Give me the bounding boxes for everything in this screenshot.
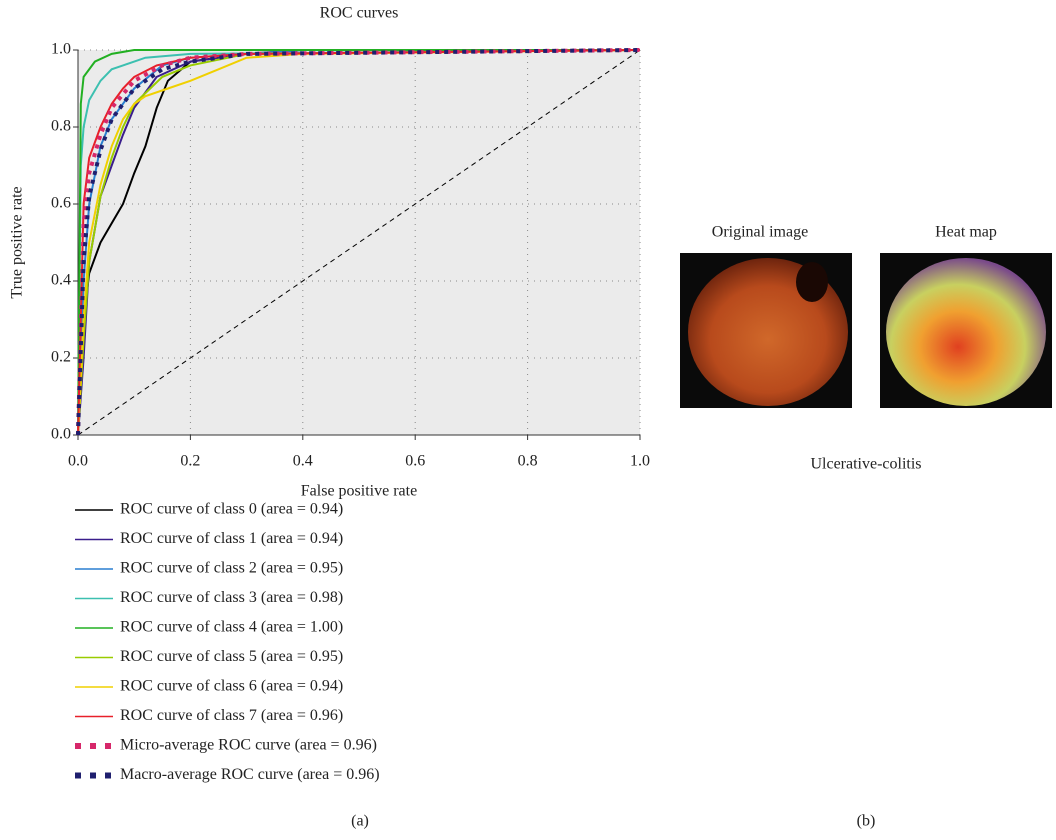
roc-curve <box>77 49 641 436</box>
y-tick-label: 0.0 <box>51 426 71 443</box>
panel-label: (b) <box>857 813 876 830</box>
legend-label: ROC curve of class 3 (area = 0.98) <box>120 589 343 606</box>
legend-label: Micro-average ROC curve (area = 0.96) <box>120 737 377 754</box>
y-tick-label: 0.4 <box>51 272 71 289</box>
x-tick-label: 0.6 <box>405 453 425 470</box>
legend-label: ROC curve of class 0 (area = 0.94) <box>120 501 343 518</box>
x-tick-label: 0.8 <box>518 453 538 470</box>
x-tick-label: 0.0 <box>68 453 88 470</box>
y-tick-label: 1.0 <box>51 41 71 58</box>
y-tick-label: 0.2 <box>51 349 71 366</box>
x-axis-label: False positive rate <box>301 483 417 500</box>
legend-label: ROC curve of class 5 (area = 0.95) <box>120 648 343 665</box>
chart-title: ROC curves <box>320 5 399 22</box>
legend-label: ROC curve of class 1 (area = 0.94) <box>120 530 343 547</box>
y-axis-label: True positive rate <box>9 186 26 298</box>
legend-label: Macro-average ROC curve (area = 0.96) <box>120 766 380 783</box>
roc-curve <box>77 49 640 436</box>
y-tick-label: 0.8 <box>51 118 71 135</box>
x-tick-label: 0.2 <box>180 453 200 470</box>
legend-label: ROC curve of class 4 (area = 1.00) <box>120 619 343 636</box>
image-title: Original image <box>712 224 808 241</box>
legend-label: ROC curve of class 6 (area = 0.94) <box>120 678 343 695</box>
lumen <box>796 262 828 302</box>
roc-curve <box>77 49 641 436</box>
heat-map-image <box>886 258 1046 406</box>
legend-label: ROC curve of class 7 (area = 0.96) <box>120 707 343 724</box>
chance-line <box>77 49 641 436</box>
image-title: Heat map <box>935 224 997 241</box>
legend-label: ROC curve of class 2 (area = 0.95) <box>120 560 343 577</box>
panel-label: (a) <box>351 813 369 830</box>
x-tick-label: 1.0 <box>630 453 650 470</box>
y-tick-label: 0.6 <box>51 195 71 212</box>
x-tick-label: 0.4 <box>293 453 313 470</box>
roc-curve <box>76 48 641 436</box>
caption: Ulcerative-colitis <box>810 456 921 473</box>
roc-curve <box>77 49 641 436</box>
